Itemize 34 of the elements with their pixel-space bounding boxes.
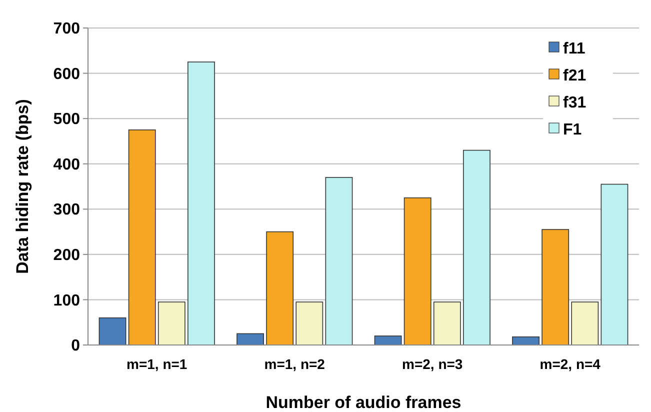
bar	[266, 231, 294, 346]
legend-label: f31	[563, 94, 586, 112]
x-axis-title: Number of audio frames	[266, 393, 462, 412]
y-tick-label: 500	[53, 111, 80, 128]
bar	[404, 197, 432, 346]
x-tick-label: m=2, n=4	[540, 356, 601, 372]
bar	[325, 177, 353, 346]
y-tick-label: 0	[71, 338, 80, 355]
bar	[374, 336, 402, 346]
bar	[512, 336, 540, 346]
y-tick-label: 600	[53, 66, 80, 83]
y-tick-label: 200	[53, 247, 80, 264]
y-tick-label: 400	[53, 156, 80, 174]
legend-label: F1	[563, 122, 582, 139]
y-tick-label: 300	[53, 202, 80, 219]
bar	[600, 184, 628, 346]
y-tick-label: 700	[53, 20, 80, 38]
y-tick-label: 100	[53, 292, 80, 310]
bar	[542, 229, 570, 346]
bar	[128, 129, 156, 346]
bar	[296, 302, 324, 346]
x-tick-label: m=1, n=1	[126, 356, 188, 372]
legend-label: f11	[563, 40, 586, 58]
bar	[236, 333, 264, 346]
y-axis-title: Data hiding rate (bps)	[13, 99, 32, 274]
bar	[463, 150, 490, 346]
bar	[158, 302, 186, 346]
x-tick-label: m=1, n=2	[264, 356, 326, 372]
bar	[433, 302, 461, 346]
bar	[98, 317, 126, 346]
legend-label: f21	[563, 68, 586, 85]
x-tick-label: m=2, n=3	[402, 356, 463, 372]
bar	[571, 302, 599, 346]
bar	[188, 62, 215, 346]
